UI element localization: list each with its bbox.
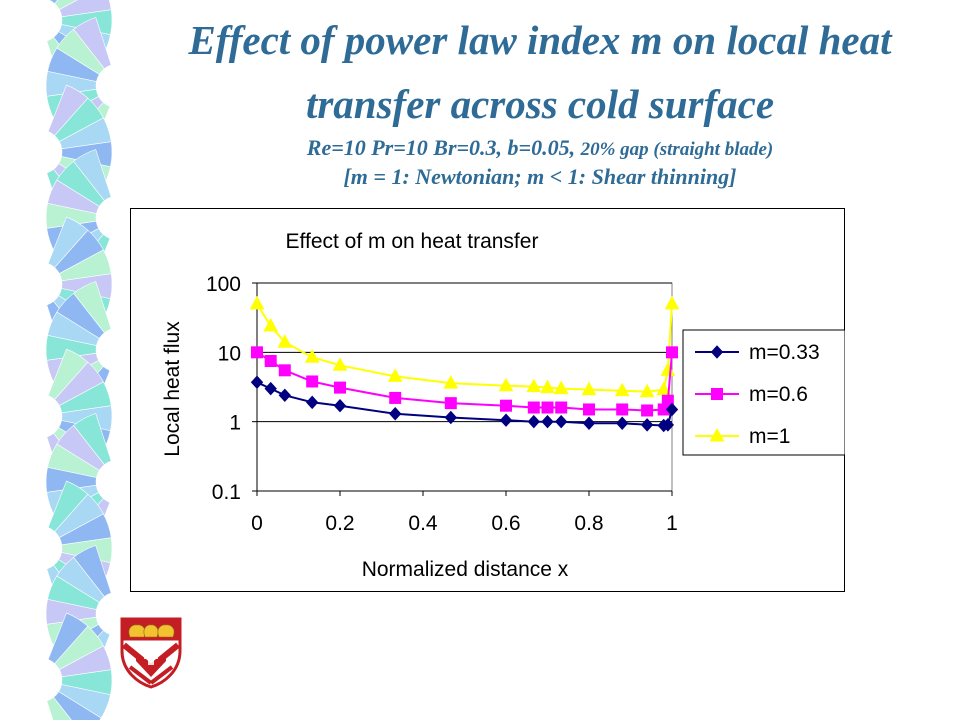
slide-subtitle-line-2: [m = 1: Newtonian; m < 1: Shear thinning… bbox=[343, 164, 737, 189]
data-point bbox=[666, 346, 678, 359]
data-point bbox=[661, 394, 674, 407]
slide-title-line-2: transfer across cold surface bbox=[305, 81, 775, 127]
data-point bbox=[499, 413, 513, 427]
plot-area bbox=[256, 282, 673, 492]
data-point bbox=[304, 349, 320, 363]
data-point bbox=[555, 414, 568, 429]
legend-marker bbox=[711, 388, 723, 400]
data-point bbox=[498, 377, 514, 392]
x-axis-label: Normalized distance x bbox=[362, 558, 569, 581]
data-point bbox=[387, 368, 403, 382]
legend-marker bbox=[710, 345, 724, 359]
data-point bbox=[250, 375, 264, 390]
data-point bbox=[278, 364, 291, 377]
y-tick-label: 0.1 bbox=[212, 481, 241, 504]
data-point bbox=[527, 401, 540, 414]
swirl-segment bbox=[73, 545, 112, 598]
data-point bbox=[444, 410, 457, 425]
title-text-bold: local bbox=[726, 17, 809, 63]
legend-entry: m=0.33 bbox=[695, 341, 820, 364]
legend-label: m=0.6 bbox=[749, 383, 808, 406]
data-point bbox=[264, 381, 277, 396]
data-point bbox=[527, 414, 540, 429]
data-point bbox=[582, 416, 596, 430]
data-point bbox=[661, 418, 675, 432]
x-tick-label: 0 bbox=[251, 512, 263, 535]
x-tick-label: 1 bbox=[666, 512, 678, 535]
legend-label: m=1 bbox=[749, 425, 790, 448]
x-tick-label: 0.4 bbox=[408, 512, 438, 535]
y-axis-label: Local heat flux bbox=[161, 321, 184, 457]
data-point bbox=[641, 404, 654, 417]
series-0 bbox=[250, 375, 679, 433]
data-point bbox=[389, 407, 402, 421]
slide-subtitle-line-1: Re=10 Pr=10 Br=0.3, b=0.05, 20% gap (str… bbox=[130, 135, 950, 163]
heat-flux-chart: Effect of m on heat transfer 0.1 1 10 100 0 0.… bbox=[130, 208, 845, 592]
data-point bbox=[264, 354, 277, 367]
data-point bbox=[444, 397, 457, 410]
subtitle-gap: 20% gap (straight blade) bbox=[580, 139, 774, 160]
data-point bbox=[656, 381, 672, 396]
data-point bbox=[306, 395, 319, 410]
data-point bbox=[614, 382, 630, 397]
series-1 bbox=[251, 346, 678, 417]
data-point bbox=[389, 391, 402, 404]
subtitle-params: Re=10 Pr=10 Br=0.3, b=0.05, bbox=[306, 135, 581, 160]
swirl-segment bbox=[46, 696, 72, 720]
title-text-a: Effect of power law index m on bbox=[188, 17, 727, 63]
data-point bbox=[278, 388, 291, 403]
data-point bbox=[639, 383, 655, 398]
x-tick-label: 0.6 bbox=[491, 512, 520, 535]
swirl-segment bbox=[73, 281, 112, 334]
x-tick-label: 0.8 bbox=[574, 512, 603, 535]
data-point bbox=[583, 403, 595, 416]
data-point bbox=[332, 357, 348, 371]
title-text-c: heat bbox=[808, 17, 892, 63]
data-point bbox=[333, 398, 347, 413]
data-point bbox=[616, 416, 629, 430]
swirl-decoration bbox=[45, 0, 113, 720]
data-point bbox=[665, 402, 679, 417]
legend-marker bbox=[709, 427, 725, 442]
legend-entry: m=1 bbox=[695, 425, 790, 448]
data-point bbox=[555, 401, 568, 414]
legend-entry: m=0.6 bbox=[695, 383, 808, 406]
data-point bbox=[526, 378, 542, 393]
data-point bbox=[581, 381, 597, 396]
data-point bbox=[640, 418, 654, 432]
data-point bbox=[553, 380, 569, 395]
slide-title-line-1: Effect of power law index m on local hea… bbox=[130, 16, 950, 65]
data-point bbox=[263, 317, 279, 332]
data-point bbox=[664, 295, 680, 310]
data-point bbox=[251, 346, 263, 359]
swirl-segment bbox=[73, 17, 112, 70]
chart-title: Effect of m on heat transfer bbox=[286, 230, 539, 253]
data-point bbox=[541, 414, 554, 429]
y-tick-label: 10 bbox=[218, 342, 241, 365]
data-point bbox=[249, 295, 265, 310]
data-point bbox=[500, 399, 512, 412]
legend-label: m=0.33 bbox=[749, 341, 820, 364]
data-point bbox=[277, 334, 293, 348]
data-point bbox=[616, 403, 629, 416]
swirl-segment bbox=[73, 149, 112, 202]
university-crest-icon bbox=[120, 617, 182, 689]
legend-box bbox=[682, 329, 845, 456]
x-tick-label: 0.2 bbox=[325, 512, 354, 535]
y-tick-label: 100 bbox=[206, 273, 241, 296]
data-point bbox=[443, 375, 459, 389]
series-2 bbox=[249, 295, 680, 398]
swirl-segment bbox=[73, 413, 112, 466]
data-point bbox=[541, 401, 554, 414]
data-point bbox=[306, 375, 319, 388]
y-tick-label: 1 bbox=[229, 412, 241, 435]
data-point bbox=[334, 381, 346, 394]
data-point bbox=[540, 379, 555, 394]
